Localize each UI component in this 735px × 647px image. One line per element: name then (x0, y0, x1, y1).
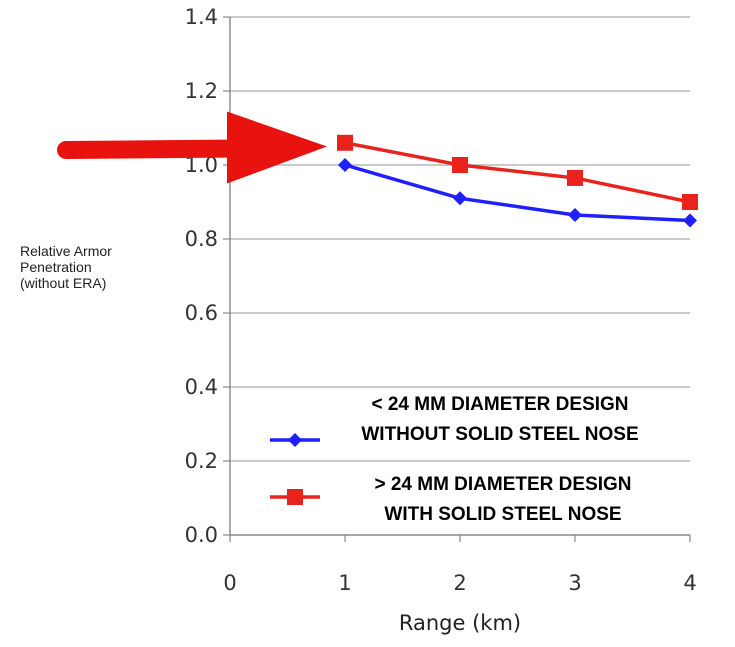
y-axis-label-line-3: (without ERA) (20, 275, 107, 291)
legend-entry-1: > 24 MM DIAMETER DESIGN WITH SOLID STEEL … (270, 474, 632, 525)
legend-label-0-line-2: WITHOUT SOLID STEEL NOSE (361, 424, 638, 445)
series-1-point-2 (567, 169, 583, 186)
series-0-point-2 (568, 207, 582, 222)
series-1-line (344, 141, 691, 204)
y-tick-label-2: 0.4 (185, 375, 218, 399)
y-tick-label-4: 0.8 (185, 227, 218, 251)
x-axis-label: Range (km) (399, 611, 521, 635)
legend-entry-0: < 24 MM DIAMETER DESIGN WITHOUT SOLID STE… (270, 394, 639, 447)
y-tick-label-6: 1.2 (185, 79, 218, 103)
x-tick-label-0: 0 (223, 571, 236, 595)
x-tick-label-3: 3 (568, 571, 581, 595)
y-tick-label-3: 0.6 (185, 301, 218, 325)
legend-label-1-line-2: WITH SOLID STEEL NOSE (384, 504, 621, 525)
legend-swatch-marker-1 (287, 489, 303, 505)
legend: < 24 MM DIAMETER DESIGN WITHOUT SOLID STE… (270, 394, 639, 525)
y-tick-labels: 0.00.20.40.60.81.01.21.4 (185, 5, 218, 547)
series-0-line (344, 163, 691, 223)
series-0-point-3 (683, 213, 697, 228)
series-1-point-0 (337, 134, 353, 151)
grid-lines (223, 16, 690, 536)
x-tick-label-4: 4 (683, 571, 696, 595)
annotation (57, 111, 327, 184)
axes (229, 17, 691, 542)
legend-label-0-line-1: < 24 MM DIAMETER DESIGN (371, 394, 628, 415)
series-0 (338, 158, 697, 228)
series-group (337, 134, 698, 228)
x-tick-label-1: 1 (338, 571, 351, 595)
y-axis-label: Relative Armor Penetration (without ERA) (20, 243, 160, 291)
y-axis-label-line-2: Penetration (20, 259, 92, 275)
x-tick-label-2: 2 (453, 571, 466, 595)
legend-label-1-line-1: > 24 MM DIAMETER DESIGN (374, 474, 631, 495)
x-tick-labels: 0 1 2 3 4 (223, 571, 696, 595)
series-1-point-1 (452, 157, 468, 173)
arrow-shaft (57, 139, 246, 159)
series-0-point-0 (338, 158, 352, 172)
series-1-point-3 (682, 194, 698, 210)
y-tick-label-0: 0.0 (185, 523, 218, 547)
y-tick-label-1: 0.2 (185, 449, 218, 473)
arrow-head (227, 111, 327, 184)
y-tick-label-7: 1.4 (185, 5, 218, 29)
series-0-point-1 (453, 191, 467, 206)
y-axis-label-line-1: Relative Armor (20, 243, 112, 259)
series-1 (337, 134, 698, 210)
legend-swatch-marker-0 (288, 433, 302, 447)
